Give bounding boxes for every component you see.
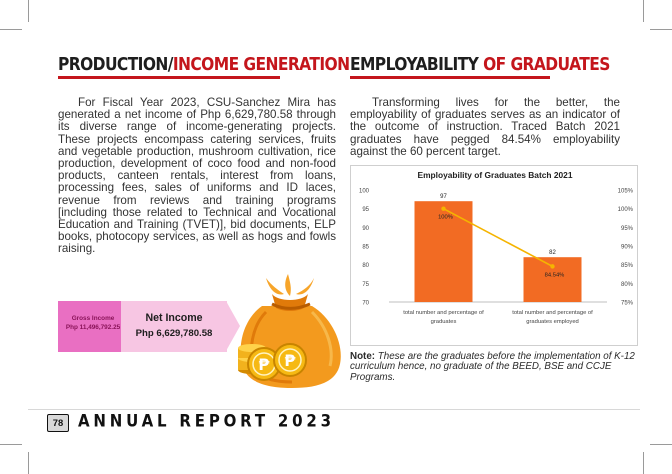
page-number: 78: [47, 414, 69, 432]
heading-dark-part: EMPLOYABILITY: [350, 54, 479, 75]
y-tick-label-right: 75%: [621, 301, 634, 307]
chart-title: Employability of Graduates Batch 2021: [417, 170, 573, 180]
y-tick-label-right: 105%: [618, 189, 634, 195]
y-tick-label-left: 90: [362, 226, 369, 232]
line-data-label: 84.54%: [545, 272, 565, 278]
y-tick-label-right: 90%: [621, 245, 634, 251]
gross-income-box: Gross Income Php 11,496,792.25: [58, 301, 128, 352]
x-tick-label: graduates employed: [526, 319, 579, 325]
line-point: [550, 264, 555, 269]
y-tick-label-left: 75: [362, 282, 369, 288]
bar-data-label: 97: [440, 194, 447, 200]
peso-coin-symbol: ₱: [284, 351, 296, 370]
money-bag-icon: ₱ ₱: [238, 274, 341, 388]
heading-underline: [58, 76, 280, 79]
y-tick-label-left: 80: [362, 263, 369, 269]
heading-accent-part: INCOME GENERATION: [172, 54, 350, 75]
crop-mark: [643, 452, 644, 474]
note-label: Note:: [350, 351, 376, 362]
x-tick-label: total number and percentage of: [403, 310, 484, 316]
gross-income-label: Gross Income: [71, 315, 115, 322]
crop-mark: [28, 452, 29, 474]
crop-mark: [28, 0, 29, 22]
gross-income-value: Php 11,496,792.25: [65, 324, 121, 331]
y-tick-label-left: 70: [362, 301, 369, 307]
heading-underline: [350, 76, 550, 79]
footer-title: ANNUAL REPORT 2023: [78, 411, 335, 432]
employability-chart: Employability of Graduates Batch 2021 70…: [350, 165, 638, 346]
bar-data-label: 82: [549, 250, 556, 256]
crop-mark: [650, 444, 672, 445]
y-tick-label-left: 85: [362, 245, 369, 251]
net-income-value: Php 6,629,780.58: [135, 328, 213, 339]
employability-heading: EMPLOYABILITY OF GRADUATES: [350, 54, 610, 75]
x-tick-label: graduates: [431, 319, 457, 325]
y-tick-label-right: 80%: [621, 282, 634, 288]
heading-dark-part: PRODUCTION/: [58, 54, 173, 75]
net-income-box: Net Income Php 6,629,780.58: [121, 301, 227, 352]
x-tick-label: total number and percentage of: [512, 310, 593, 316]
employment-rate-line: [443, 207, 553, 268]
crop-mark: [650, 29, 672, 30]
footer-band: [28, 409, 640, 436]
crop-mark: [0, 444, 22, 445]
chart-plot: 70 75 80 85 90 95 100 75% 80% 85% 90% 95% 100% 105% 97…: [359, 189, 634, 326]
y-tick-label-right: 95%: [621, 226, 634, 232]
production-paragraph: For Fiscal Year 2023, CSU-Sanchez Mira h…: [58, 96, 336, 256]
net-income-label: Net Income: [145, 312, 203, 324]
note-text: These are the graduates before the imple…: [350, 351, 635, 383]
y-tick-label-left: 95: [362, 207, 369, 213]
y-tick-label-left: 100: [359, 189, 370, 195]
net-arrow-tip: [226, 301, 240, 351]
y-tick-label-right: 85%: [621, 263, 634, 269]
chart-bar: [523, 257, 582, 302]
line-point: [441, 206, 446, 211]
chart-note: Note: These are the graduates before the…: [350, 351, 640, 383]
y-tick-label-right: 100%: [618, 207, 634, 213]
employability-paragraph: Transforming lives for the better, the e…: [350, 96, 620, 158]
heading-accent-part: OF GRADUATES: [483, 54, 610, 75]
crop-mark: [0, 29, 22, 30]
production-heading: PRODUCTION/INCOME GENERATION: [58, 54, 350, 75]
line-data-label: 100%: [438, 215, 453, 221]
crop-mark: [643, 0, 644, 22]
peso-coin-symbol: ₱: [258, 355, 270, 374]
